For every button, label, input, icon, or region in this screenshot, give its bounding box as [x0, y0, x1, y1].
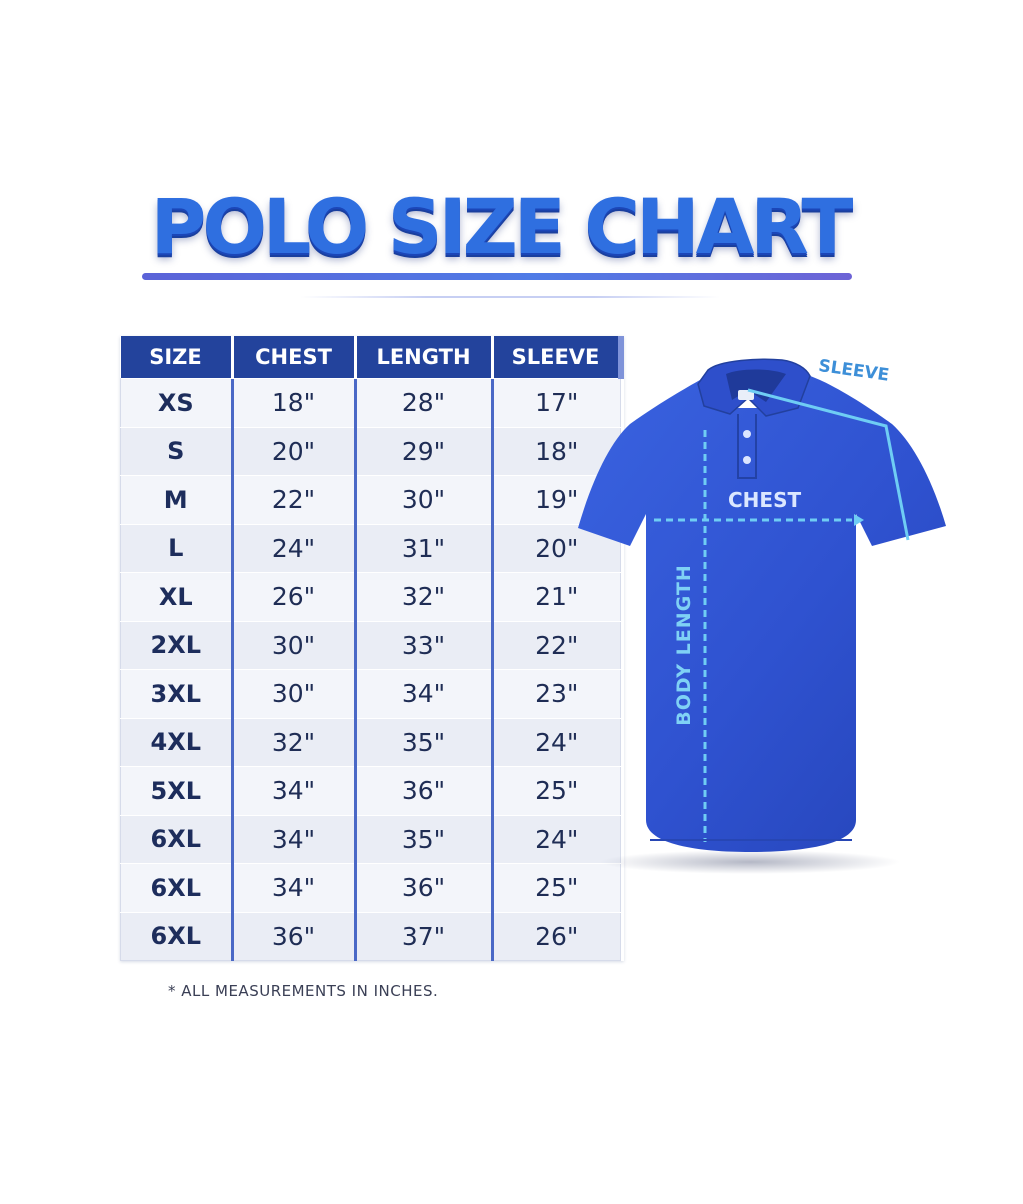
table-row: L 24" 31" 20"	[120, 523, 621, 573]
shirt-tag	[738, 390, 754, 400]
cell-length: 28"	[355, 378, 494, 428]
cell-chest: 24"	[232, 523, 357, 573]
cell-size: 4XL	[120, 717, 234, 767]
cell-chest: 34"	[232, 766, 357, 816]
table-row: 2XL 30" 33" 22"	[120, 620, 621, 670]
cell-size: XS	[120, 378, 234, 428]
header-sleeve: SLEEVE	[492, 336, 624, 379]
cell-length: 30"	[355, 475, 494, 525]
chest-label: CHEST	[728, 488, 802, 512]
cell-size: 2XL	[120, 620, 234, 670]
button-top	[743, 430, 751, 438]
cell-sleeve: 23"	[492, 669, 621, 719]
table-row: 5XL 34" 36" 25"	[120, 766, 621, 816]
cell-size: 6XL	[120, 911, 234, 961]
placket	[737, 414, 757, 479]
table-row: XL 26" 32" 21"	[120, 572, 621, 622]
header-size: SIZE	[120, 336, 234, 379]
cell-sleeve: 17"	[492, 378, 621, 428]
cell-chest: 32"	[232, 717, 357, 767]
page-title: POLO SIZE CHART	[150, 182, 854, 271]
table-row: S 20" 29" 18"	[120, 426, 621, 476]
table-row: 3XL 30" 34" 23"	[120, 669, 621, 719]
cell-sleeve: 22"	[492, 620, 621, 670]
header-length: LENGTH	[355, 336, 494, 379]
cell-length: 33"	[355, 620, 494, 670]
table-header-row: SIZE CHEST LENGTH SLEEVE	[120, 336, 624, 379]
cell-size: 3XL	[120, 669, 234, 719]
cell-length: 35"	[355, 814, 494, 864]
cell-length: 36"	[355, 863, 494, 913]
cell-size: XL	[120, 572, 234, 622]
table-row: XS 18" 28" 17"	[120, 378, 621, 428]
shirt-shadow	[600, 850, 900, 874]
cell-length: 32"	[355, 572, 494, 622]
cell-length: 29"	[355, 426, 494, 476]
button-bottom	[743, 456, 751, 464]
table-row: 4XL 32" 35" 24"	[120, 717, 621, 767]
cell-sleeve: 20"	[492, 523, 621, 573]
cell-size: L	[120, 523, 234, 573]
cell-sleeve: 25"	[492, 766, 621, 816]
polo-shirt-icon	[570, 350, 960, 880]
cell-sleeve: 21"	[492, 572, 621, 622]
cell-chest: 26"	[232, 572, 357, 622]
table-row: 6XL 36" 37" 26"	[120, 911, 621, 961]
size-table: SIZE CHEST LENGTH SLEEVE XS 18" 28" 17" S 20"…	[120, 336, 624, 961]
cell-length: 31"	[355, 523, 494, 573]
cell-sleeve: 26"	[492, 911, 621, 961]
cell-size: S	[120, 426, 234, 476]
table-row: 6XL 34" 36" 25"	[120, 863, 621, 913]
chest-arrow-right	[854, 514, 864, 526]
cell-chest: 18"	[232, 378, 357, 428]
cell-sleeve: 24"	[492, 717, 621, 767]
body-length-text: BODY LENGTH	[673, 564, 695, 726]
cell-chest: 34"	[232, 863, 357, 913]
title-underline	[142, 273, 852, 280]
table-body: XS 18" 28" 17" S 20" 29" 18" M 22" 30" 19" L 24" 31" 20…	[120, 378, 621, 961]
cell-size: 6XL	[120, 863, 234, 913]
table-row: 6XL 34" 35" 24"	[120, 814, 621, 864]
cell-chest: 30"	[232, 620, 357, 670]
cell-chest: 36"	[232, 911, 357, 961]
cell-size: 5XL	[120, 766, 234, 816]
cell-length: 37"	[355, 911, 494, 961]
cell-size: 6XL	[120, 814, 234, 864]
cell-length: 36"	[355, 766, 494, 816]
sleeve-measure-line	[747, 388, 910, 541]
header-chest: CHEST	[232, 336, 357, 379]
cell-length: 35"	[355, 717, 494, 767]
cell-chest: 20"	[232, 426, 357, 476]
shirt-body	[578, 370, 946, 852]
title-underline-shadow	[300, 296, 720, 298]
cell-sleeve: 25"	[492, 863, 621, 913]
cell-chest: 34"	[232, 814, 357, 864]
table-row: M 22" 30" 19"	[120, 475, 621, 525]
cell-chest: 30"	[232, 669, 357, 719]
footnote: * ALL MEASUREMENTS IN INCHES.	[168, 982, 439, 1000]
cell-chest: 22"	[232, 475, 357, 525]
cell-size: M	[120, 475, 234, 525]
cell-length: 34"	[355, 669, 494, 719]
